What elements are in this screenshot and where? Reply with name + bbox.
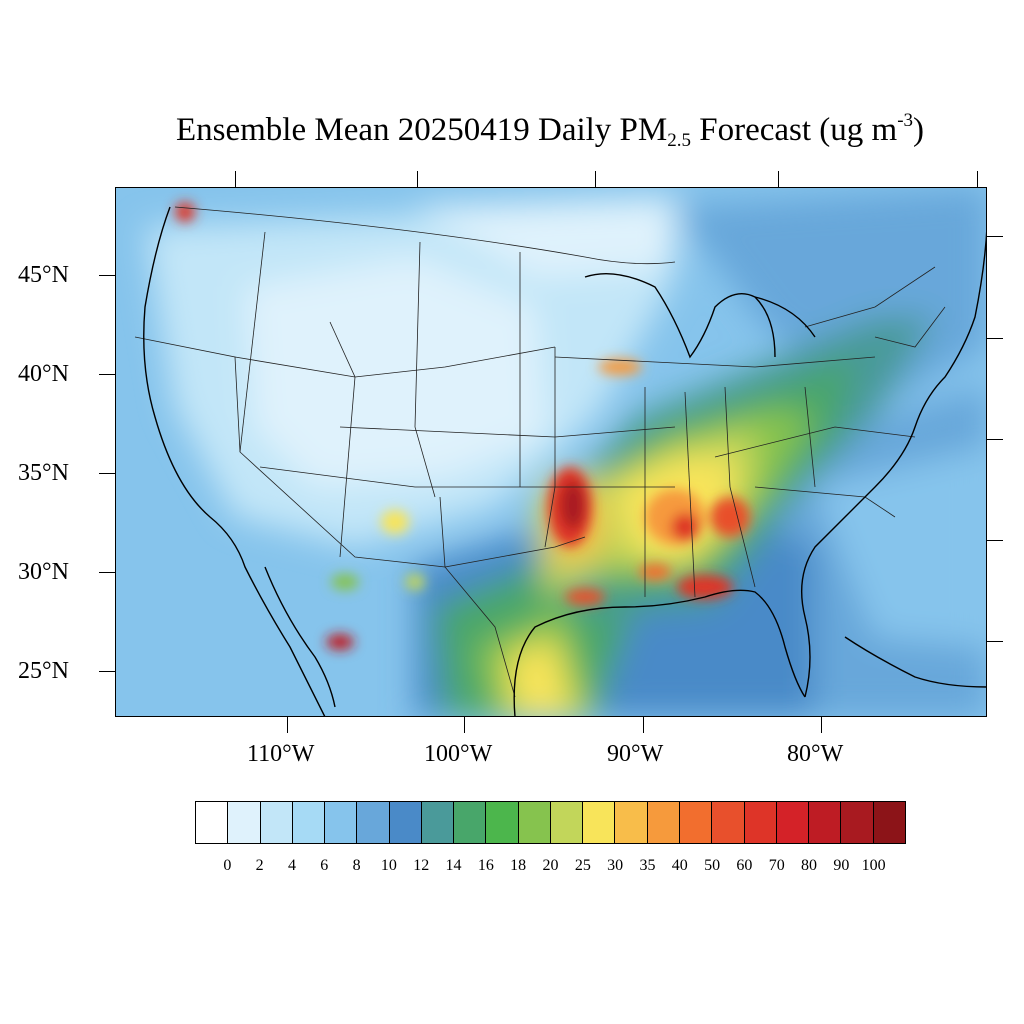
- lat-label-30: 30°N: [18, 559, 69, 585]
- colorbar-box: [712, 802, 745, 843]
- colorbar-box: [486, 802, 519, 843]
- lat-tick: [99, 572, 115, 573]
- colorbar-label: 10: [380, 857, 397, 874]
- top-tick: [778, 171, 779, 187]
- lat-tick: [99, 671, 115, 672]
- colorbar-box: [196, 802, 229, 843]
- colorbar-label: 40: [671, 857, 688, 874]
- colorbar-label: 20: [542, 857, 559, 874]
- colorbar-label: 50: [704, 857, 721, 874]
- colorbar-box: [583, 802, 616, 843]
- top-tick: [235, 171, 236, 187]
- colorbar-box: [292, 802, 326, 843]
- colorbar-box: [873, 802, 905, 843]
- colorbar-label: 18: [510, 857, 527, 874]
- colorbar-box: [809, 802, 842, 843]
- colorbar-box: [550, 802, 584, 843]
- colorbar-box: [228, 802, 261, 843]
- colorbar-box: [744, 802, 777, 843]
- colorbar: [195, 801, 906, 844]
- lat-label-35: 35°N: [18, 460, 69, 486]
- lon-label-100w: 100°W: [424, 741, 493, 767]
- colorbar-box: [518, 802, 551, 843]
- hotspots: [175, 202, 750, 650]
- colorbar-box: [260, 802, 293, 843]
- colorbar-box: [389, 802, 422, 843]
- colorbar-label: 4: [287, 857, 296, 874]
- lat-label-45: 45°N: [18, 262, 69, 288]
- boundary-lines: [134, 206, 946, 698]
- colorbar-label: 60: [736, 857, 753, 874]
- top-tick: [417, 171, 418, 187]
- lon-tick: [643, 717, 644, 733]
- colorbar-box: [776, 802, 810, 843]
- colorbar-box: [325, 802, 358, 843]
- top-tick: [595, 171, 596, 187]
- lat-label-40: 40°N: [18, 361, 69, 387]
- top-tick: [977, 171, 978, 187]
- colorbar-label: 0: [223, 857, 232, 874]
- colorbar-label: 35: [639, 857, 656, 874]
- colorbar-box: [615, 802, 648, 843]
- coastline: [143, 206, 987, 717]
- right-tick: [987, 540, 1003, 541]
- colorbar-label: 80: [801, 857, 818, 874]
- lat-tick: [99, 275, 115, 276]
- lon-tick: [287, 717, 288, 733]
- right-tick: [987, 236, 1003, 237]
- lon-tick: [464, 717, 465, 733]
- map-title: Ensemble Mean 20250419 Daily PM2.5 Forec…: [175, 110, 925, 151]
- lon-label-90w: 90°W: [607, 741, 664, 767]
- colorbar-box: [647, 802, 680, 843]
- colorbar-box: [421, 802, 455, 843]
- colorbar-label: 90: [833, 857, 850, 874]
- lat-tick: [99, 473, 115, 474]
- pm25-map: [115, 187, 987, 717]
- colorbar-label: 14: [445, 857, 462, 874]
- colorbar-label: 2: [255, 857, 264, 874]
- colorbar-box: [454, 802, 487, 843]
- colorbar-box: [679, 802, 713, 843]
- lat-label-25: 25°N: [18, 658, 69, 684]
- lat-tick: [99, 374, 115, 375]
- right-tick: [987, 338, 1003, 339]
- colorbar-box: [841, 802, 874, 843]
- colorbar-label: 30: [607, 857, 624, 874]
- lon-label-80w: 80°W: [787, 741, 844, 767]
- right-tick: [987, 439, 1003, 440]
- colorbar-label: 8: [352, 857, 361, 874]
- colorbar-label: 100: [861, 857, 886, 874]
- lon-label-110w: 110°W: [247, 741, 315, 767]
- right-tick: [987, 641, 1003, 642]
- lon-tick: [821, 717, 822, 733]
- colorbar-label: 6: [320, 857, 329, 874]
- colorbar-label: 70: [768, 857, 785, 874]
- colorbar-label: 12: [413, 857, 430, 874]
- colorbar-box: [357, 802, 390, 843]
- colorbar-label: 16: [477, 857, 494, 874]
- colorbar-label: 25: [574, 857, 591, 874]
